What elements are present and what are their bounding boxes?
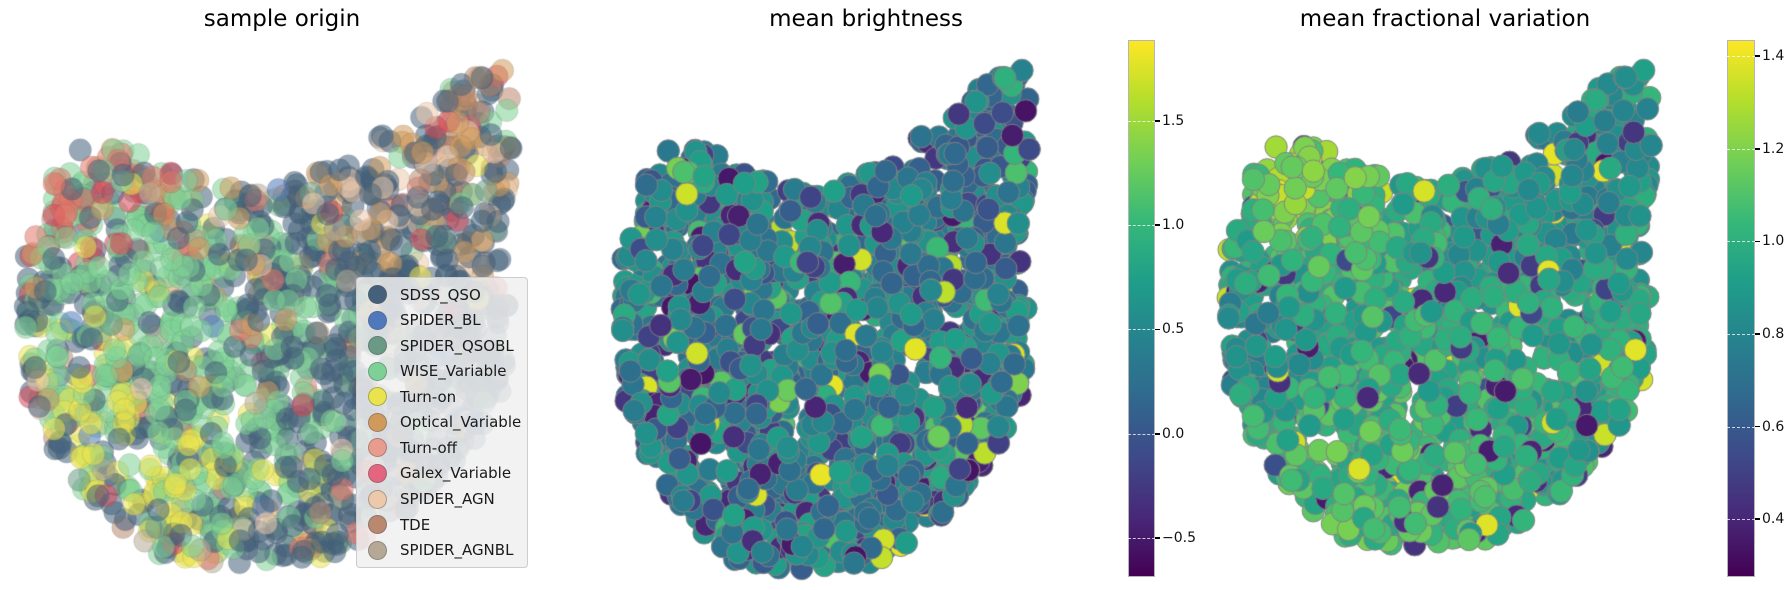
colorbar-tick-label: −0.5 bbox=[1162, 530, 1196, 546]
legend-marker-icon bbox=[368, 310, 387, 330]
legend-item-label: SPIDER_QSOBL bbox=[400, 336, 514, 355]
legend-item-label: Turn-on bbox=[400, 387, 457, 406]
colorbar-tick-label: 1.2 bbox=[1762, 140, 1785, 157]
colorbar-gridline bbox=[1727, 56, 1755, 58]
legend-item-label: WISE_Variable bbox=[400, 362, 507, 381]
colorbar-tick-mark bbox=[1155, 537, 1160, 539]
legend-item: SDSS_QSO bbox=[368, 283, 527, 307]
colorbar-tick-mark bbox=[1755, 55, 1760, 57]
legend-marker-icon bbox=[368, 336, 387, 356]
colorbar-tick-label: 0.4 bbox=[1762, 511, 1785, 528]
legend-item: Turn-off bbox=[368, 436, 527, 460]
legend-marker-icon bbox=[368, 540, 387, 560]
colorbar-tick-mark bbox=[1755, 518, 1760, 520]
legend-item: TDE bbox=[368, 513, 527, 537]
colorbar-gradient bbox=[1128, 40, 1155, 577]
colorbar-tick-label: 1.5 bbox=[1162, 112, 1185, 129]
legend-marker-icon bbox=[368, 387, 387, 407]
colorbar-gridline bbox=[1128, 329, 1155, 331]
colorbar-tick-mark bbox=[1155, 120, 1160, 122]
colorbar-tick-mark bbox=[1755, 240, 1760, 243]
legend-marker-icon bbox=[368, 438, 387, 458]
legend-item: WISE_Variable bbox=[368, 359, 527, 383]
colorbar-gridline bbox=[1727, 241, 1755, 243]
legend-item: SPIDER_QSOBL bbox=[368, 334, 527, 358]
colorbar-tick-mark bbox=[1755, 333, 1760, 335]
colorbar-gridline bbox=[1128, 538, 1155, 539]
colorbar-gridline bbox=[1727, 519, 1755, 521]
colorbar-gridline bbox=[1128, 225, 1155, 227]
colorbar-tick-mark bbox=[1155, 328, 1160, 331]
legend-item: SPIDER_AGNBL bbox=[368, 538, 527, 562]
panel-title-mean-brightness: mean brightness bbox=[769, 6, 963, 32]
colorbar-gradient bbox=[1727, 40, 1755, 577]
colorbar-mean-brightness: 1.5 1.0 0.5 0.0 −0.5 bbox=[1128, 40, 1198, 577]
legend-item: SPIDER_BL bbox=[368, 308, 527, 332]
legend-item: Galex_Variable bbox=[368, 461, 527, 485]
colorbar-gridline bbox=[1727, 148, 1755, 150]
panel-title-mean-fractional-variation: mean fractional variation bbox=[1299, 6, 1591, 32]
colorbar-gridline bbox=[1128, 433, 1155, 435]
colorbar-tick-mark bbox=[1755, 147, 1760, 150]
colorbar-tick-mark bbox=[1155, 432, 1160, 435]
colorbar-tick-label: 0.8 bbox=[1762, 325, 1785, 342]
legend-item: Turn-on bbox=[368, 385, 527, 409]
colorbar-tick-label: 0.0 bbox=[1162, 425, 1185, 442]
legend-item-label: SPIDER_BL bbox=[400, 311, 481, 330]
legend-marker-icon bbox=[368, 412, 387, 432]
colorbar-tick-label: 1.0 bbox=[1162, 217, 1185, 234]
legend-item: SPIDER_AGN bbox=[368, 487, 527, 511]
legend-marker-icon bbox=[368, 515, 387, 535]
colorbar-mean-fractional-variation: 1.4 1.2 1.0 0.8 0.6 0.4 bbox=[1727, 40, 1790, 577]
colorbar-tick-label: 0.5 bbox=[1162, 321, 1185, 338]
colorbar-tick-mark bbox=[1755, 425, 1760, 428]
legend-marker-icon bbox=[368, 361, 387, 381]
legend-marker-icon bbox=[368, 285, 387, 305]
colorbar-tick-mark bbox=[1155, 224, 1160, 226]
colorbar-tick-label: 1.0 bbox=[1762, 233, 1785, 250]
legend-item-label: Turn-off bbox=[400, 438, 458, 457]
panel-title-sample-origin: sample origin bbox=[203, 6, 361, 32]
legend-box: SDSS_QSO SPIDER_BL SPIDER_QSOBL WISE_Variab… bbox=[356, 277, 528, 568]
colorbar-gridline bbox=[1128, 120, 1155, 122]
colorbar-tick-label: 0.6 bbox=[1762, 418, 1785, 435]
colorbar-gridline bbox=[1727, 426, 1755, 428]
legend-item-label: SPIDER_AGNBL bbox=[400, 541, 514, 560]
legend-item-label: Galex_Variable bbox=[400, 464, 512, 483]
legend-item-label: SDSS_QSO bbox=[400, 285, 481, 304]
legend-marker-icon bbox=[368, 463, 387, 483]
legend-item: Optical_Variable bbox=[368, 410, 527, 434]
legend-marker-icon bbox=[368, 489, 387, 509]
legend-item-label: Optical_Variable bbox=[400, 413, 522, 432]
legend-item-label: SPIDER_AGN bbox=[400, 490, 495, 509]
legend-item-label: TDE bbox=[400, 515, 431, 534]
colorbar-tick-label: 1.4 bbox=[1762, 48, 1785, 65]
colorbar-gridline bbox=[1727, 333, 1755, 335]
